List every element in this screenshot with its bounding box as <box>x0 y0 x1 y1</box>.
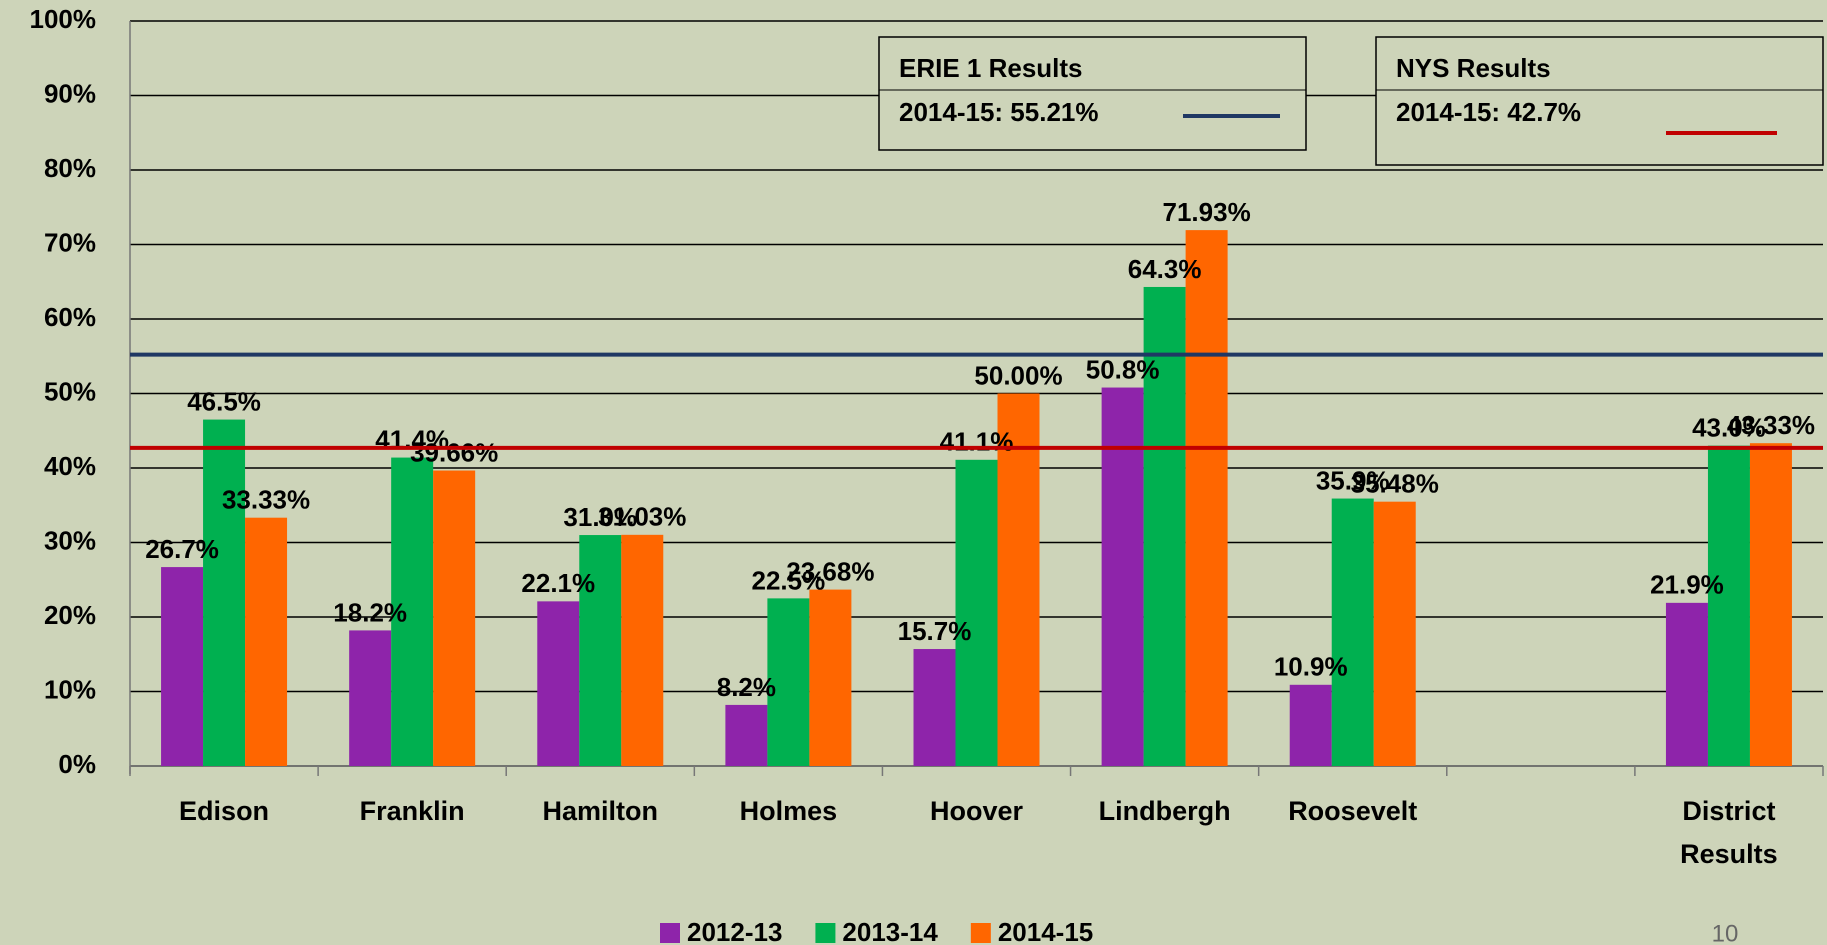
y-tick-label: 90% <box>44 78 96 108</box>
bar <box>1101 387 1144 766</box>
x-tick-label: District Results <box>1680 796 1778 869</box>
bar <box>1331 498 1374 766</box>
y-tick-label: 70% <box>44 227 96 257</box>
bar <box>913 649 956 766</box>
x-tick-label: Lindbergh <box>1098 796 1231 826</box>
legend-label: 2013-14 <box>842 917 938 945</box>
x-tick-label: Holmes <box>739 796 838 826</box>
data-label: 35.9% <box>1316 465 1390 495</box>
x-tick-label: Edison <box>179 796 270 826</box>
legend-label: 2014-15 <box>998 917 1093 945</box>
reference-label: 2014-15: 55.21% <box>899 97 1098 127</box>
bar <box>391 457 434 766</box>
data-label: 31.0% <box>563 502 637 532</box>
x-tick-label: Roosevelt <box>1288 796 1418 826</box>
data-label: 41.1% <box>940 427 1014 457</box>
page-number: 10 <box>1712 920 1739 945</box>
reference-box <box>1375 36 1824 166</box>
y-tick-label: 40% <box>44 451 96 481</box>
y-tick-label: 30% <box>44 525 96 555</box>
legend-label: 2012-13 <box>687 917 782 945</box>
reference-box <box>878 36 1307 151</box>
bar <box>809 589 852 766</box>
reference-name: ERIE 1 Results <box>899 53 1083 83</box>
bar <box>349 630 392 766</box>
x-tick-label: Hoover <box>929 796 1023 826</box>
data-label: 18.2% <box>333 597 407 627</box>
legend-swatch <box>970 923 991 943</box>
bar <box>203 419 246 766</box>
data-label: 43.33% <box>1727 410 1815 440</box>
y-tick-label: 0% <box>58 749 96 779</box>
bar <box>621 534 664 766</box>
y-tick-label: 60% <box>44 302 96 332</box>
bar <box>1707 445 1750 766</box>
data-label: 31.03% <box>598 502 686 532</box>
bar <box>1289 684 1332 766</box>
bar <box>433 470 476 766</box>
data-label: 39.66% <box>410 437 498 467</box>
bar <box>1665 602 1708 766</box>
bar <box>767 598 810 766</box>
y-tick-label: 20% <box>44 600 96 630</box>
bar <box>1143 286 1186 766</box>
bar <box>1373 501 1416 766</box>
bar <box>955 459 998 766</box>
reference-label: 2014-15: 42.7% <box>1396 97 1581 127</box>
data-label: 22.1% <box>521 568 595 598</box>
data-label: 15.7% <box>898 616 972 646</box>
legend-swatch <box>660 923 680 943</box>
data-label: 26.7% <box>145 534 219 564</box>
data-label: 8.2% <box>717 672 776 702</box>
data-label: 64.3% <box>1128 254 1202 284</box>
data-label: 21.9% <box>1650 570 1724 600</box>
x-tick-label: Hamilton <box>542 796 659 826</box>
bar <box>725 704 768 766</box>
data-label: 71.93% <box>1163 197 1251 227</box>
y-tick-label: 80% <box>44 153 96 183</box>
y-tick-label: 50% <box>44 376 96 406</box>
bar <box>1185 230 1228 766</box>
bar <box>245 517 288 766</box>
data-label: 43.0% <box>1692 413 1766 443</box>
y-tick-label: 10% <box>44 674 96 704</box>
data-label: 50.8% <box>1086 354 1160 384</box>
data-label: 22.5% <box>752 565 826 595</box>
y-tick-label: 100% <box>30 4 97 34</box>
bar <box>997 393 1040 766</box>
data-label: 33.33% <box>222 485 310 515</box>
bar <box>537 601 580 766</box>
bar <box>1749 443 1792 766</box>
x-tick-label: Franklin <box>359 796 465 826</box>
data-label: 23.68% <box>786 556 874 586</box>
legend-swatch <box>815 923 836 943</box>
data-label: 50.00% <box>974 360 1062 390</box>
reference-name: NYS Results <box>1396 53 1551 83</box>
data-label: 35.48% <box>1351 469 1439 499</box>
data-label: 10.9% <box>1274 652 1348 682</box>
bar <box>161 567 204 766</box>
data-label: 46.5% <box>187 386 261 416</box>
bar <box>579 535 622 766</box>
